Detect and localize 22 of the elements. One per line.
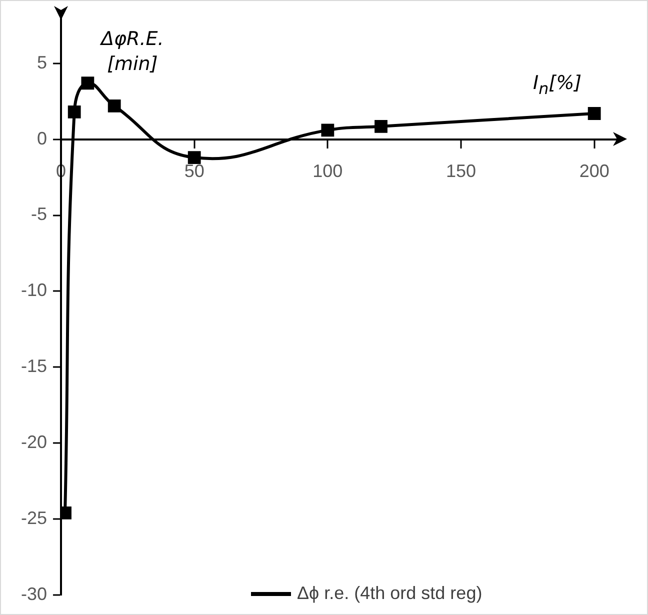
y-tick-label: -15 (21, 356, 48, 376)
y-tick-label: -10 (21, 280, 48, 300)
y-tick-label: -25 (21, 508, 48, 528)
x-tick-label: 50 (184, 161, 204, 182)
legend-label: Δϕ r.e. (4th ord std reg) (297, 583, 482, 604)
y-axis-title: ΔφR.E. [min] (101, 26, 164, 76)
point (588, 107, 601, 120)
point (81, 76, 94, 90)
point (374, 120, 388, 133)
x-tick-label: 150 (446, 161, 476, 182)
y-tick-label: 5 (37, 52, 48, 72)
y-tick-label: -30 (21, 584, 48, 604)
point (321, 124, 334, 137)
x-tick-label: 100 (312, 161, 343, 182)
y-tick-label: -20 (21, 432, 48, 452)
y-tick-label: -5 (31, 204, 48, 224)
x-tick-label: 200 (579, 161, 610, 182)
point (108, 99, 121, 112)
x-axis-title: I$_{n}$[%] (533, 70, 582, 100)
point (68, 106, 81, 118)
point (188, 151, 201, 164)
y-tick-label: 0 (37, 128, 48, 148)
